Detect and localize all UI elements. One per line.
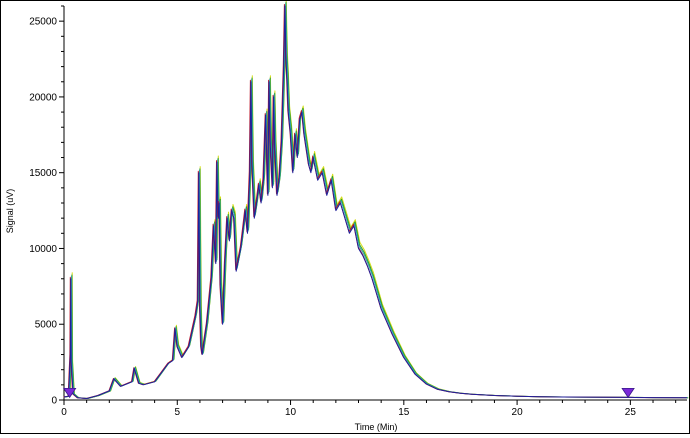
x-tick-label: 0 [61, 407, 67, 418]
y-tick-label: 0 [51, 396, 57, 407]
x-tick-label: 15 [398, 407, 410, 418]
y-tick-label: 25000 [29, 17, 57, 28]
x-tick-label: 20 [512, 407, 524, 418]
y-tick-label: 20000 [29, 92, 57, 103]
y-axis-title: Signal (uV) [5, 189, 15, 234]
series-layer [63, 0, 689, 399]
series-line [64, 3, 688, 399]
x-tick-label: 10 [285, 407, 297, 418]
integration-marker [621, 387, 635, 399]
axes: 0 5000 10000 15000 20000 25000 0 5 10 15 20 25 [29, 5, 687, 418]
x-tick-label: 5 [174, 407, 180, 418]
series-line [63, 4, 687, 399]
integration-marker [62, 387, 77, 399]
series-line [65, 1, 689, 399]
x-axis-title: Time (Min) [355, 422, 398, 432]
series-line [65, 0, 689, 399]
y-tick-label: 5000 [35, 320, 58, 331]
x-tick-label: 25 [625, 407, 637, 418]
y-tick-label: 10000 [29, 244, 57, 255]
series-line [63, 5, 688, 399]
y-tick-label: 15000 [29, 168, 57, 179]
marker-layer [62, 387, 635, 399]
